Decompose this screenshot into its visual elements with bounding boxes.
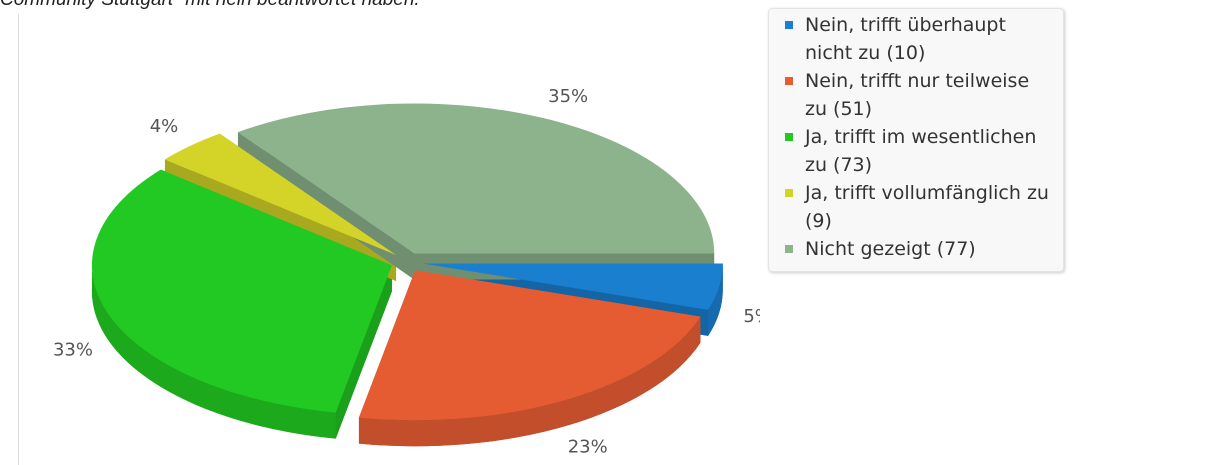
legend-swatch	[785, 21, 793, 29]
slice-rim	[358, 316, 701, 447]
legend-entry: Nein, trifft nur teilweise zu (51)	[781, 67, 1057, 123]
legend-swatch	[785, 133, 793, 141]
legend-label: Nein, trifft nur teilweise zu (51)	[805, 70, 1030, 120]
legend-label: Nein, trifft überhaupt nicht zu (10)	[805, 14, 1006, 64]
slice	[91, 169, 392, 413]
legend-swatch	[785, 77, 793, 85]
data-label: 35%	[548, 86, 588, 107]
legend-entry: Ja, trifft im wesentlichen zu (73)	[781, 123, 1057, 179]
slice	[422, 263, 723, 310]
legend-label: Nicht gezeigt (77)	[805, 238, 976, 260]
legend-label: Ja, trifft vollumfänglich zu (9)	[805, 182, 1049, 232]
legend-swatch	[785, 189, 793, 197]
data-label: 5%	[743, 306, 760, 327]
legend-label: Ja, trifft im wesentlichen zu (73)	[805, 126, 1037, 176]
caption: Community Stuttgart" mit nein beantworte…	[0, 0, 420, 11]
data-label: 23%	[568, 436, 608, 457]
legend-entry: Nicht gezeigt (77)	[781, 235, 1057, 263]
pie-tops	[91, 103, 723, 421]
slice-rim	[91, 265, 336, 439]
data-label: 4%	[150, 116, 179, 137]
frame-line	[18, 14, 19, 465]
slice-rim	[708, 263, 723, 336]
legend-swatch	[785, 245, 793, 253]
slice-wall	[335, 265, 392, 439]
slice	[358, 270, 701, 421]
legend: Nein, trifft überhaupt nicht zu (10) Nein…	[768, 8, 1064, 272]
slice	[237, 103, 715, 254]
legend-entry: Ja, trifft vollumfänglich zu (9)	[781, 179, 1057, 235]
legend-entry: Nein, trifft überhaupt nicht zu (10)	[781, 11, 1057, 67]
data-label: 33%	[53, 340, 93, 361]
chart: 5% 23% 33% 4% 35%	[53, 86, 760, 457]
slice	[164, 133, 397, 256]
